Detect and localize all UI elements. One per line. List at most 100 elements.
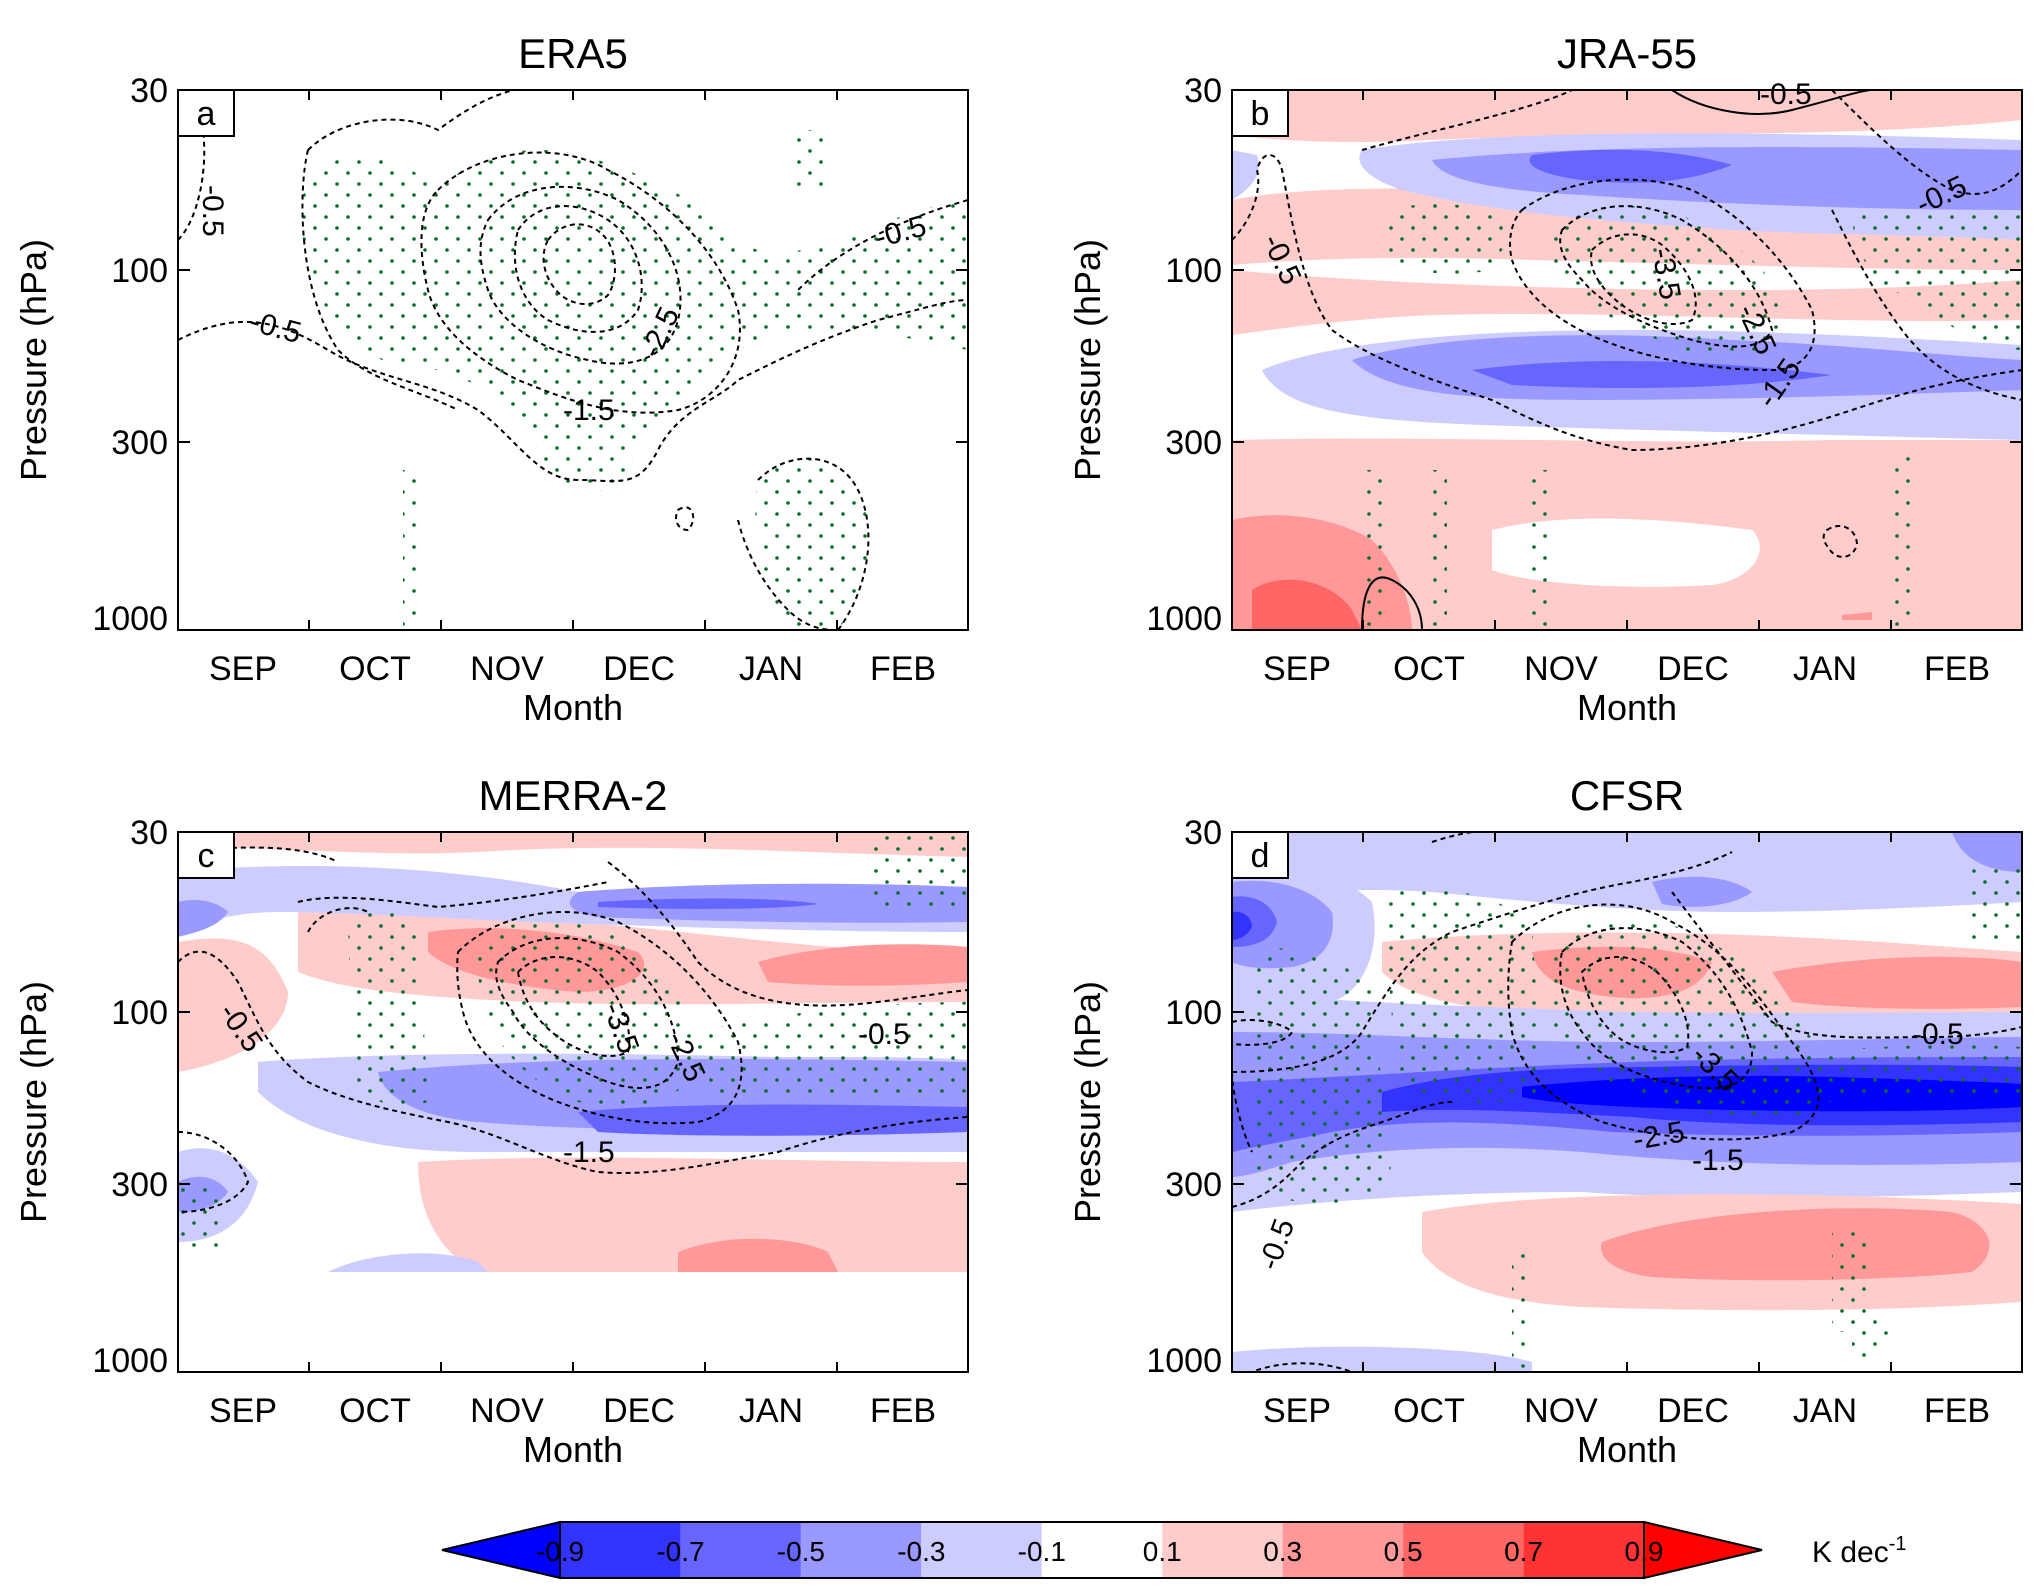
panel-a-stipple-low <box>755 458 869 630</box>
panel-a-stipple-main <box>302 150 968 492</box>
panel-a-ytick-300: 300 <box>111 424 168 462</box>
panel-b-xtick-oct: OCT <box>1393 650 1465 688</box>
panel-c-xtick-feb: FEB <box>870 1392 936 1430</box>
panel-c-yticklabels: 30 100 300 1000 <box>92 814 168 1380</box>
panel-b-title: JRA-55 <box>1557 30 1697 77</box>
colorbar: -0.9 -0.7 -0.5 -0.3 -0.1 0.1 0.3 0.5 0.7 0.9 K de… <box>441 1520 1907 1580</box>
panel-d-xlabel: Month <box>1577 1429 1677 1470</box>
panel-b-xticklabels: SEP OCT NOV DEC JAN FEB <box>1263 650 1990 688</box>
panel-d-xtick-jan: JAN <box>1793 1392 1857 1430</box>
colorbar-cell <box>800 1522 922 1578</box>
colorbar-labels: -0.9 -0.7 -0.5 -0.3 -0.1 0.1 0.3 0.5 0.7 0.9 <box>536 1536 1664 1567</box>
panel-d-ytick-300: 300 <box>1165 1166 1222 1204</box>
panel-a-contour-label-1: -0.5 <box>196 185 229 237</box>
colorbar-cell <box>1403 1522 1524 1578</box>
colorbar-level-label: -0.1 <box>1018 1536 1066 1567</box>
panel-d-letter-box <box>1231 831 1289 879</box>
panel-a-xtick-sep: SEP <box>209 650 277 688</box>
panel-c-contour-label-5: -1.5 <box>563 1136 615 1169</box>
colorbar-level-label: 0.3 <box>1263 1536 1302 1567</box>
colorbar-cell <box>1282 1522 1404 1578</box>
panel-b-xtick-feb: FEB <box>1924 650 1990 688</box>
panel-a-xtick-jan: JAN <box>739 650 803 688</box>
colorbar-unit-base: K dec <box>1812 1536 1889 1569</box>
colorbar-unit: K dec-1 <box>1812 1533 1907 1569</box>
colorbar-level-label: -0.5 <box>777 1536 825 1567</box>
panel-d-xticklabels: SEP OCT NOV DEC JAN FEB <box>1263 1392 1990 1430</box>
panel-a-ytick-100: 100 <box>111 252 168 290</box>
panel-c-ytick-30: 30 <box>130 814 168 852</box>
panel-b-xtick-nov: NOV <box>1524 650 1598 688</box>
colorbar-cell <box>1162 1522 1283 1578</box>
panel-c-ytick-100: 100 <box>111 994 168 1032</box>
panel-b: b JRA-55 -0.5 -0.5 -0.5 -3.5 -2.5 -1.5 S… <box>1067 30 2023 728</box>
panel-b-xlabel: Month <box>1577 687 1677 728</box>
panel-d-ticks <box>1232 832 2022 1372</box>
panel-b-letter-box <box>1231 89 1289 137</box>
panel-d-plot-area <box>1232 832 2022 1372</box>
panel-b-ytick-1000: 1000 <box>1146 600 1222 638</box>
panel-c-xtick-jan: JAN <box>739 1392 803 1430</box>
panel-a-ticks <box>178 90 968 630</box>
panel-d-ytick-100: 100 <box>1165 994 1222 1032</box>
panel-a-ytick-1000: 1000 <box>92 600 168 638</box>
panel-b-yticklabels: 30 100 300 1000 <box>1146 72 1222 638</box>
panel-c-ytick-300: 300 <box>111 1166 168 1204</box>
colorbar-level-label: 0.7 <box>1504 1536 1543 1567</box>
colorbar-cell <box>560 1522 681 1578</box>
panel-c-title: MERRA-2 <box>478 772 667 819</box>
panel-c-xticklabels: SEP OCT NOV DEC JAN FEB <box>209 1392 936 1430</box>
panel-c-xtick-dec: DEC <box>603 1392 675 1430</box>
panel-a: a ERA5 -0.5 -0.5 -0.5 -1.5 -2.5 SEP OCT … <box>13 30 969 728</box>
panel-c-contour-label-2: -0.5 <box>858 1018 910 1051</box>
panel-a-xtick-dec: DEC <box>603 650 675 688</box>
colorbar-level-label: -0.3 <box>897 1536 945 1567</box>
panel-c-ylabel: Pressure (hPa) <box>13 981 54 1223</box>
panel-a-plot-area <box>178 90 968 630</box>
colorbar-cells <box>441 1520 1763 1580</box>
panel-d-xtick-oct: OCT <box>1393 1392 1465 1430</box>
colorbar-level-label: -0.9 <box>536 1536 584 1567</box>
panel-d-contours <box>1232 832 2022 1372</box>
panel-d: d CFSR -0.5 -0.5 -3.5 -2.5 -1.5 SEP OCT … <box>1067 772 2023 1470</box>
panel-c-plot-area <box>178 832 968 1372</box>
panel-a-xlabel: Month <box>523 687 623 728</box>
panel-a-stipple-top <box>793 130 828 190</box>
panel-c-xtick-nov: NOV <box>470 1392 544 1430</box>
panel-c-letter: c <box>198 837 215 875</box>
panel-a-yticklabels: 30 100 300 1000 <box>92 72 168 638</box>
panel-b-contour-label-1: -0.5 <box>1760 78 1812 111</box>
colorbar-level-label: 0.5 <box>1384 1536 1423 1567</box>
panel-d-contour-label-1: -0.5 <box>1912 1018 1964 1051</box>
panel-b-ticks <box>1232 90 2022 630</box>
panel-b-ylabel: Pressure (hPa) <box>1067 239 1108 481</box>
panel-a-xtick-nov: NOV <box>470 650 544 688</box>
colorbar-level-label: -0.7 <box>656 1536 704 1567</box>
panel-a-contour-label-4: -1.5 <box>563 394 615 427</box>
panel-b-xtick-jan: JAN <box>1793 650 1857 688</box>
panel-b-contours <box>1232 90 2022 558</box>
colorbar-frame <box>559 1521 1645 1579</box>
panel-a-title: ERA5 <box>518 30 628 77</box>
panel-a-xtick-oct: OCT <box>339 650 411 688</box>
panel-d-yticklabels: 30 100 300 1000 <box>1146 814 1222 1380</box>
panel-d-xtick-dec: DEC <box>1657 1392 1729 1430</box>
panel-c: c MERRA-2 -0.5 -0.5 -3.5 -2.5 -1.5 SEP O… <box>13 772 969 1470</box>
panel-b-letter: b <box>1251 95 1270 133</box>
panel-b-ytick-300: 300 <box>1165 424 1222 462</box>
panel-c-letter-box <box>177 831 235 879</box>
panel-d-xtick-sep: SEP <box>1263 1392 1331 1430</box>
colorbar-cell <box>680 1522 801 1578</box>
panel-c-ytick-1000: 1000 <box>92 1342 168 1380</box>
colorbar-level-label: 0.9 <box>1625 1536 1664 1567</box>
panel-a-ylabel: Pressure (hPa) <box>13 239 54 481</box>
panel-c-xlabel: Month <box>523 1429 623 1470</box>
panel-a-letter: a <box>197 95 216 133</box>
panel-b-solid-contours <box>1361 90 1873 630</box>
panel-d-contour-label-5: -1.5 <box>1692 1144 1744 1177</box>
panel-b-xtick-dec: DEC <box>1657 650 1729 688</box>
colorbar-cell <box>921 1522 1042 1578</box>
panel-b-xtick-sep: SEP <box>1263 650 1331 688</box>
panel-d-ytick-30: 30 <box>1184 814 1222 852</box>
